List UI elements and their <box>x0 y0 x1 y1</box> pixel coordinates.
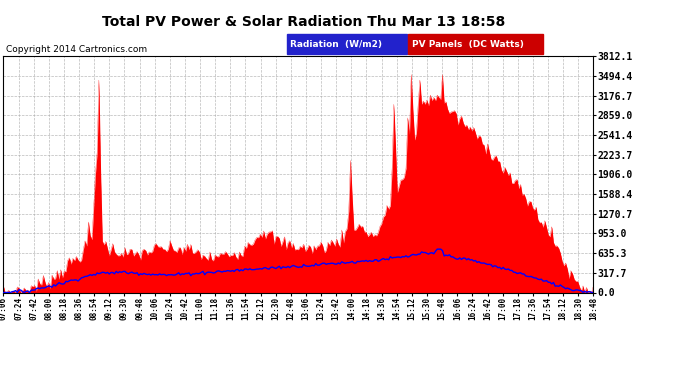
Text: Copyright 2014 Cartronics.com: Copyright 2014 Cartronics.com <box>6 45 147 54</box>
Text: Total PV Power & Solar Radiation Thu Mar 13 18:58: Total PV Power & Solar Radiation Thu Mar… <box>102 15 505 29</box>
Text: PV Panels  (DC Watts): PV Panels (DC Watts) <box>411 40 524 49</box>
Text: Radiation  (W/m2): Radiation (W/m2) <box>290 40 382 49</box>
